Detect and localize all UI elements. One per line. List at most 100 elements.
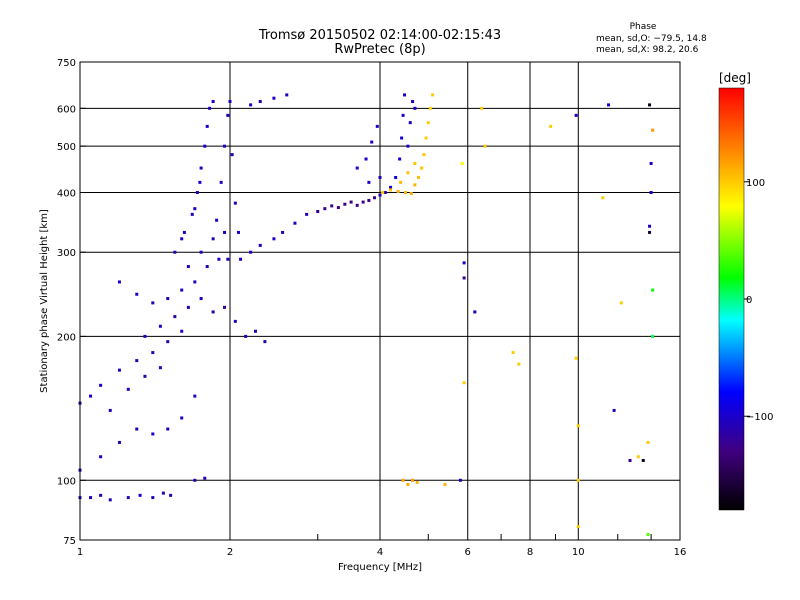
echo-point [649, 190, 653, 194]
echo-point [180, 237, 184, 241]
echo-point [646, 440, 650, 444]
echo-point [394, 175, 398, 179]
echo-point [574, 113, 578, 117]
echo-point [460, 161, 464, 165]
echo-point [619, 301, 623, 305]
echo-point [426, 121, 430, 125]
axis-ticks: 1 2 4 6 8 10 16 75 100 200 300 400 500 600 750 [57, 58, 686, 558]
echo-point [383, 190, 387, 194]
echo-point [230, 153, 234, 157]
echo-point [375, 124, 379, 128]
echo-point [190, 212, 194, 216]
echo-point [89, 394, 93, 398]
echo-point [293, 221, 297, 225]
echo-point [431, 93, 435, 97]
echo-point [223, 230, 227, 234]
echo-point [166, 297, 170, 301]
echo-point [648, 230, 652, 234]
echo-point [193, 394, 197, 398]
y-axis-label: Stationary phase Virtual Height [km] [39, 209, 50, 393]
echo-point [305, 212, 309, 216]
echo-point [226, 113, 230, 117]
echo-point [420, 166, 424, 170]
echo-point [180, 288, 184, 292]
echo-point [258, 100, 262, 104]
echo-point [403, 190, 407, 194]
y-tick-label: 400 [57, 188, 76, 199]
echo-point [117, 440, 121, 444]
echo-point [400, 136, 404, 140]
echo-point [108, 408, 112, 412]
echo-point [373, 196, 377, 200]
colorbar-tick-label: −100 [746, 412, 773, 423]
echo-point [651, 288, 655, 292]
echo-point [367, 180, 371, 184]
echo-point [193, 280, 197, 284]
y-tick-label: 500 [57, 142, 76, 153]
echo-point [408, 121, 412, 125]
echo-point [355, 166, 359, 170]
echo-point [641, 458, 645, 462]
echo-point [135, 292, 139, 296]
echo-point [223, 144, 227, 148]
echo-point [367, 198, 371, 202]
y-tick-label: 100 [57, 476, 76, 487]
echo-point [361, 200, 365, 204]
echo-point [211, 100, 215, 104]
echo-point [648, 224, 652, 228]
echo-point [143, 374, 147, 378]
echo-point [108, 498, 112, 502]
y-tick-label: 750 [57, 58, 76, 69]
echo-point [173, 315, 177, 319]
echo-point [462, 276, 466, 280]
echo-point [285, 93, 289, 97]
chart-title: Tromsø 20150502 02:14:00-02:15:43 [258, 28, 502, 43]
phase-stats-o: mean, sd,O: −79.5, 14.8 [596, 34, 707, 44]
echo-point [203, 144, 207, 148]
echo-point [389, 188, 393, 192]
echo-point [628, 458, 632, 462]
y-tick-label: 600 [57, 104, 76, 115]
echo-point [378, 193, 382, 197]
echo-point [173, 250, 177, 254]
echo-points [78, 93, 655, 537]
x-tick-label: 6 [465, 547, 471, 558]
y-tick-label: 200 [57, 332, 76, 343]
echo-point [462, 261, 466, 265]
echo-point [166, 427, 170, 431]
echo-point [249, 250, 253, 254]
echo-point [330, 204, 334, 208]
echo-point [198, 180, 202, 184]
echo-point [381, 190, 385, 194]
echo-point [443, 482, 447, 486]
echo-point [186, 265, 190, 269]
echo-point [193, 207, 197, 211]
x-tick-label: 1 [77, 547, 83, 558]
echo-point [151, 496, 155, 500]
echo-point [211, 310, 215, 314]
echo-point [161, 491, 165, 495]
echo-point [195, 190, 199, 194]
colorbar-tick-label: 0 [746, 295, 752, 306]
echo-point [205, 124, 209, 128]
echo-point [233, 201, 237, 205]
colorbar [718, 87, 745, 511]
echo-point [117, 368, 121, 372]
echo-point [411, 100, 415, 104]
echo-point [151, 432, 155, 436]
y-tick-label: 75 [63, 536, 76, 547]
echo-point [126, 496, 130, 500]
chart-subtitle: RwPretec (8p) [334, 42, 426, 57]
echo-point [199, 166, 203, 170]
echo-point [574, 356, 578, 360]
echo-point [323, 207, 327, 211]
echo-point [249, 103, 253, 107]
echo-point [364, 157, 368, 161]
echo-point [217, 257, 221, 261]
echo-point [473, 310, 477, 314]
echo-point [403, 93, 407, 97]
x-tick-label: 2 [227, 547, 233, 558]
echo-point [99, 493, 103, 497]
echo-point [272, 96, 276, 100]
echo-point [576, 525, 580, 529]
